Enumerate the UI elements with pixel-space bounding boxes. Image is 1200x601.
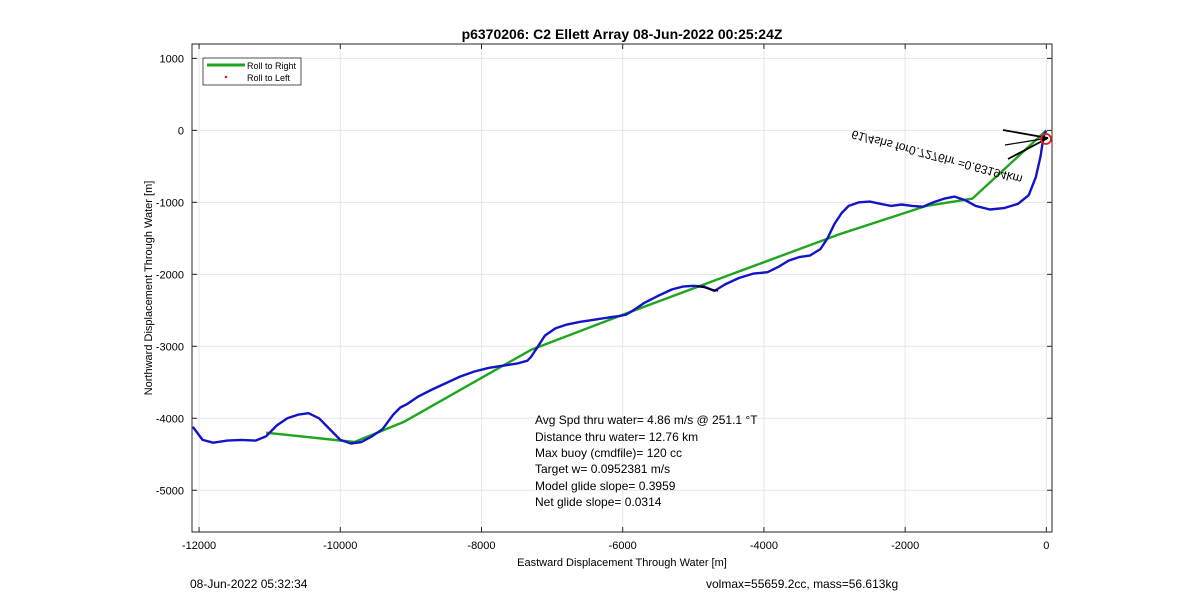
plot-area [192,44,1052,532]
y-tick-label: -3000 [156,341,184,353]
series-track-line [192,130,1047,445]
stats-block: Avg Spd thru water= 4.86 m/s @ 251.1 °T … [535,413,758,509]
legend-label-roll-left: Roll to Left [247,73,291,83]
y-tick-label: 1000 [160,53,184,65]
x-tick-label: -8000 [467,540,495,552]
axis-ticks: -12000 -10000 -8000 -6000 -4000 -2000 0 1000 0 -1… [156,44,1052,552]
x-tick-label: 0 [1043,540,1049,552]
y-tick-label: -5000 [156,485,184,497]
grid-lines [192,44,1052,532]
x-tick-label: -10000 [323,540,357,552]
legend-label-roll-right: Roll to Right [247,61,297,71]
legend: Roll to Right Roll to Left [202,57,302,86]
plot-frame [191,43,1053,533]
stat-max-buoy: Max buoy (cmdfile)= 120 cc [535,446,682,460]
stat-model-glide: Model glide slope= 0.3959 [535,479,676,493]
x-tick-label: -2000 [891,540,919,552]
legend-box [202,57,302,86]
y-tick-label: 0 [178,125,184,137]
x-tick-label: -4000 [750,540,778,552]
stat-net-glide: Net glide slope= 0.0314 [535,495,662,509]
y-axis-label: Northward Displacement Through Water [m] [143,181,155,396]
footer-timestamp: 08-Jun-2022 05:32:34 [190,577,308,591]
legend-swatch-roll-left [224,75,228,79]
arrow-head-upper [1002,129,1049,139]
x-tick-label: -6000 [609,540,637,552]
series-layer [192,129,1048,445]
x-tick-label: -12000 [182,540,216,552]
series-black-segment [696,285,719,292]
footer-volmax-mass: volmax=55659.2cc, mass=56.613kg [706,577,899,591]
y-tick-label: -1000 [156,197,184,209]
stat-avg-speed: Avg Spd thru water= 4.86 m/s @ 251.1 °T [535,413,758,427]
y-tick-label: -4000 [156,413,184,425]
x-axis-label: Eastward Displacement Through Water [m] [517,557,727,569]
stat-distance: Distance thru water= 12.76 km [535,430,698,444]
stat-target-w: Target w= 0.0952381 m/s [535,462,670,476]
current-position-marker [1040,133,1052,145]
y-tick-label: -2000 [156,269,184,281]
chart-title: p6370206: C2 Ellett Array 08-Jun-2022 00… [462,26,783,42]
